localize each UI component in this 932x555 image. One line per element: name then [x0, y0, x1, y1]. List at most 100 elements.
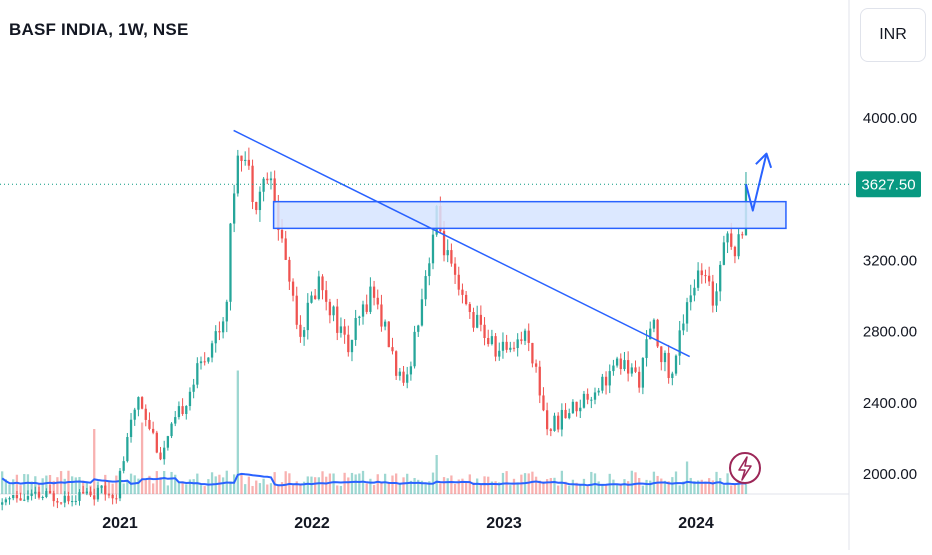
volume-bar: [479, 483, 482, 494]
volume-bar: [601, 484, 604, 494]
flash-icon-ring: [729, 452, 761, 484]
candle-body: [708, 275, 711, 282]
resistance-zone[interactable]: [272, 200, 787, 230]
candle-body: [494, 336, 497, 357]
volume-bar: [369, 478, 372, 494]
last-price-badge-text: 3627.50: [861, 176, 915, 193]
candle-body: [343, 326, 346, 335]
volume-bar: [140, 422, 144, 494]
candle-body: [284, 238, 287, 260]
candle-body: [67, 495, 70, 502]
candle-body: [472, 312, 475, 328]
candle-body: [15, 494, 19, 499]
volume-bar: [328, 473, 332, 494]
candle-body: [446, 250, 449, 256]
volume-bar: [343, 472, 346, 494]
volume-bar: [689, 477, 692, 494]
volume-bar: [630, 470, 633, 494]
candle-body: [306, 302, 309, 331]
candle-body: [586, 393, 589, 400]
volume-bar: [453, 483, 457, 494]
volume-bar: [398, 483, 401, 494]
candle-body: [601, 376, 604, 391]
candle-body: [63, 495, 66, 503]
volume-bar: [439, 483, 442, 494]
volume-bar: [244, 484, 247, 494]
candle-body: [280, 230, 284, 239]
volume-bar: [122, 483, 125, 494]
volume-bar: [597, 481, 600, 494]
candle-body: [107, 494, 111, 496]
candle-body: [597, 390, 600, 393]
candle-body: [372, 286, 376, 298]
candle-body: [199, 361, 203, 364]
candle-body: [89, 491, 92, 496]
volume-bar: [188, 479, 192, 494]
currency-selector-button[interactable]: INR: [860, 8, 926, 62]
candle-body: [19, 498, 22, 501]
candle-body: [509, 347, 512, 350]
volume-bar: [295, 481, 298, 494]
candle-body: [663, 352, 667, 363]
candle-body: [409, 366, 413, 375]
candle-body: [325, 290, 328, 302]
candle-body: [464, 294, 468, 305]
volume-bar: [534, 476, 538, 494]
candle-body: [450, 250, 453, 264]
candle-body: [730, 233, 733, 247]
volume-bar: [310, 476, 313, 494]
volume-bar: [582, 478, 586, 494]
volume-bar: [671, 477, 674, 494]
volume-bar: [380, 482, 383, 494]
candle-body: [638, 371, 641, 388]
volume-bar: [133, 475, 136, 494]
candle-body: [273, 178, 276, 204]
projection-arrow[interactable]: [745, 153, 768, 212]
candle-body: [575, 401, 578, 412]
volume-bar: [115, 475, 118, 494]
volume-bar: [12, 479, 15, 494]
candle-body: [302, 330, 306, 337]
volume-bar: [45, 475, 48, 494]
volume-bar: [151, 483, 155, 494]
candle-body: [295, 295, 298, 325]
candle-body: [531, 342, 534, 364]
candle-body: [1, 502, 4, 505]
candle-body: [413, 331, 416, 367]
volume-bar: [30, 481, 33, 494]
volume-bar: [299, 484, 302, 494]
volume-bar: [339, 485, 343, 494]
candle-body: [461, 289, 464, 295]
candle-body: [332, 306, 335, 316]
candle-body: [115, 498, 118, 500]
volume-bar: [258, 483, 262, 494]
candle-body: [23, 499, 26, 501]
candle-body: [59, 502, 63, 504]
volume-bar: [704, 481, 707, 494]
candle-body: [630, 367, 633, 374]
volume-bar: [442, 477, 446, 494]
volume-bar: [472, 482, 475, 494]
candle-body: [641, 357, 645, 388]
candle-body: [221, 321, 225, 333]
volume-bar: [722, 485, 726, 494]
candle-body: [174, 417, 177, 424]
volume-bar: [483, 476, 486, 494]
volume-bar: [682, 481, 685, 494]
volume-bar: [144, 479, 147, 494]
volume-bar: [185, 484, 188, 494]
volume-bar: [137, 478, 140, 494]
candle-body: [520, 339, 523, 341]
candle-body: [627, 360, 630, 374]
descending-trendline[interactable]: [233, 129, 691, 358]
volume-bar: [730, 485, 733, 494]
price-axis-labels[interactable]: 2000.00 2400.00 2800.00 3200.00 4000.00: [863, 110, 917, 483]
time-axis-labels[interactable]: 2021 2022 2023 2024: [102, 515, 714, 532]
candle-body: [93, 495, 96, 500]
candle-body: [722, 242, 726, 265]
flash-icon[interactable]: [729, 452, 761, 484]
volume-bar: [255, 480, 258, 494]
volume-bar: [199, 485, 203, 494]
